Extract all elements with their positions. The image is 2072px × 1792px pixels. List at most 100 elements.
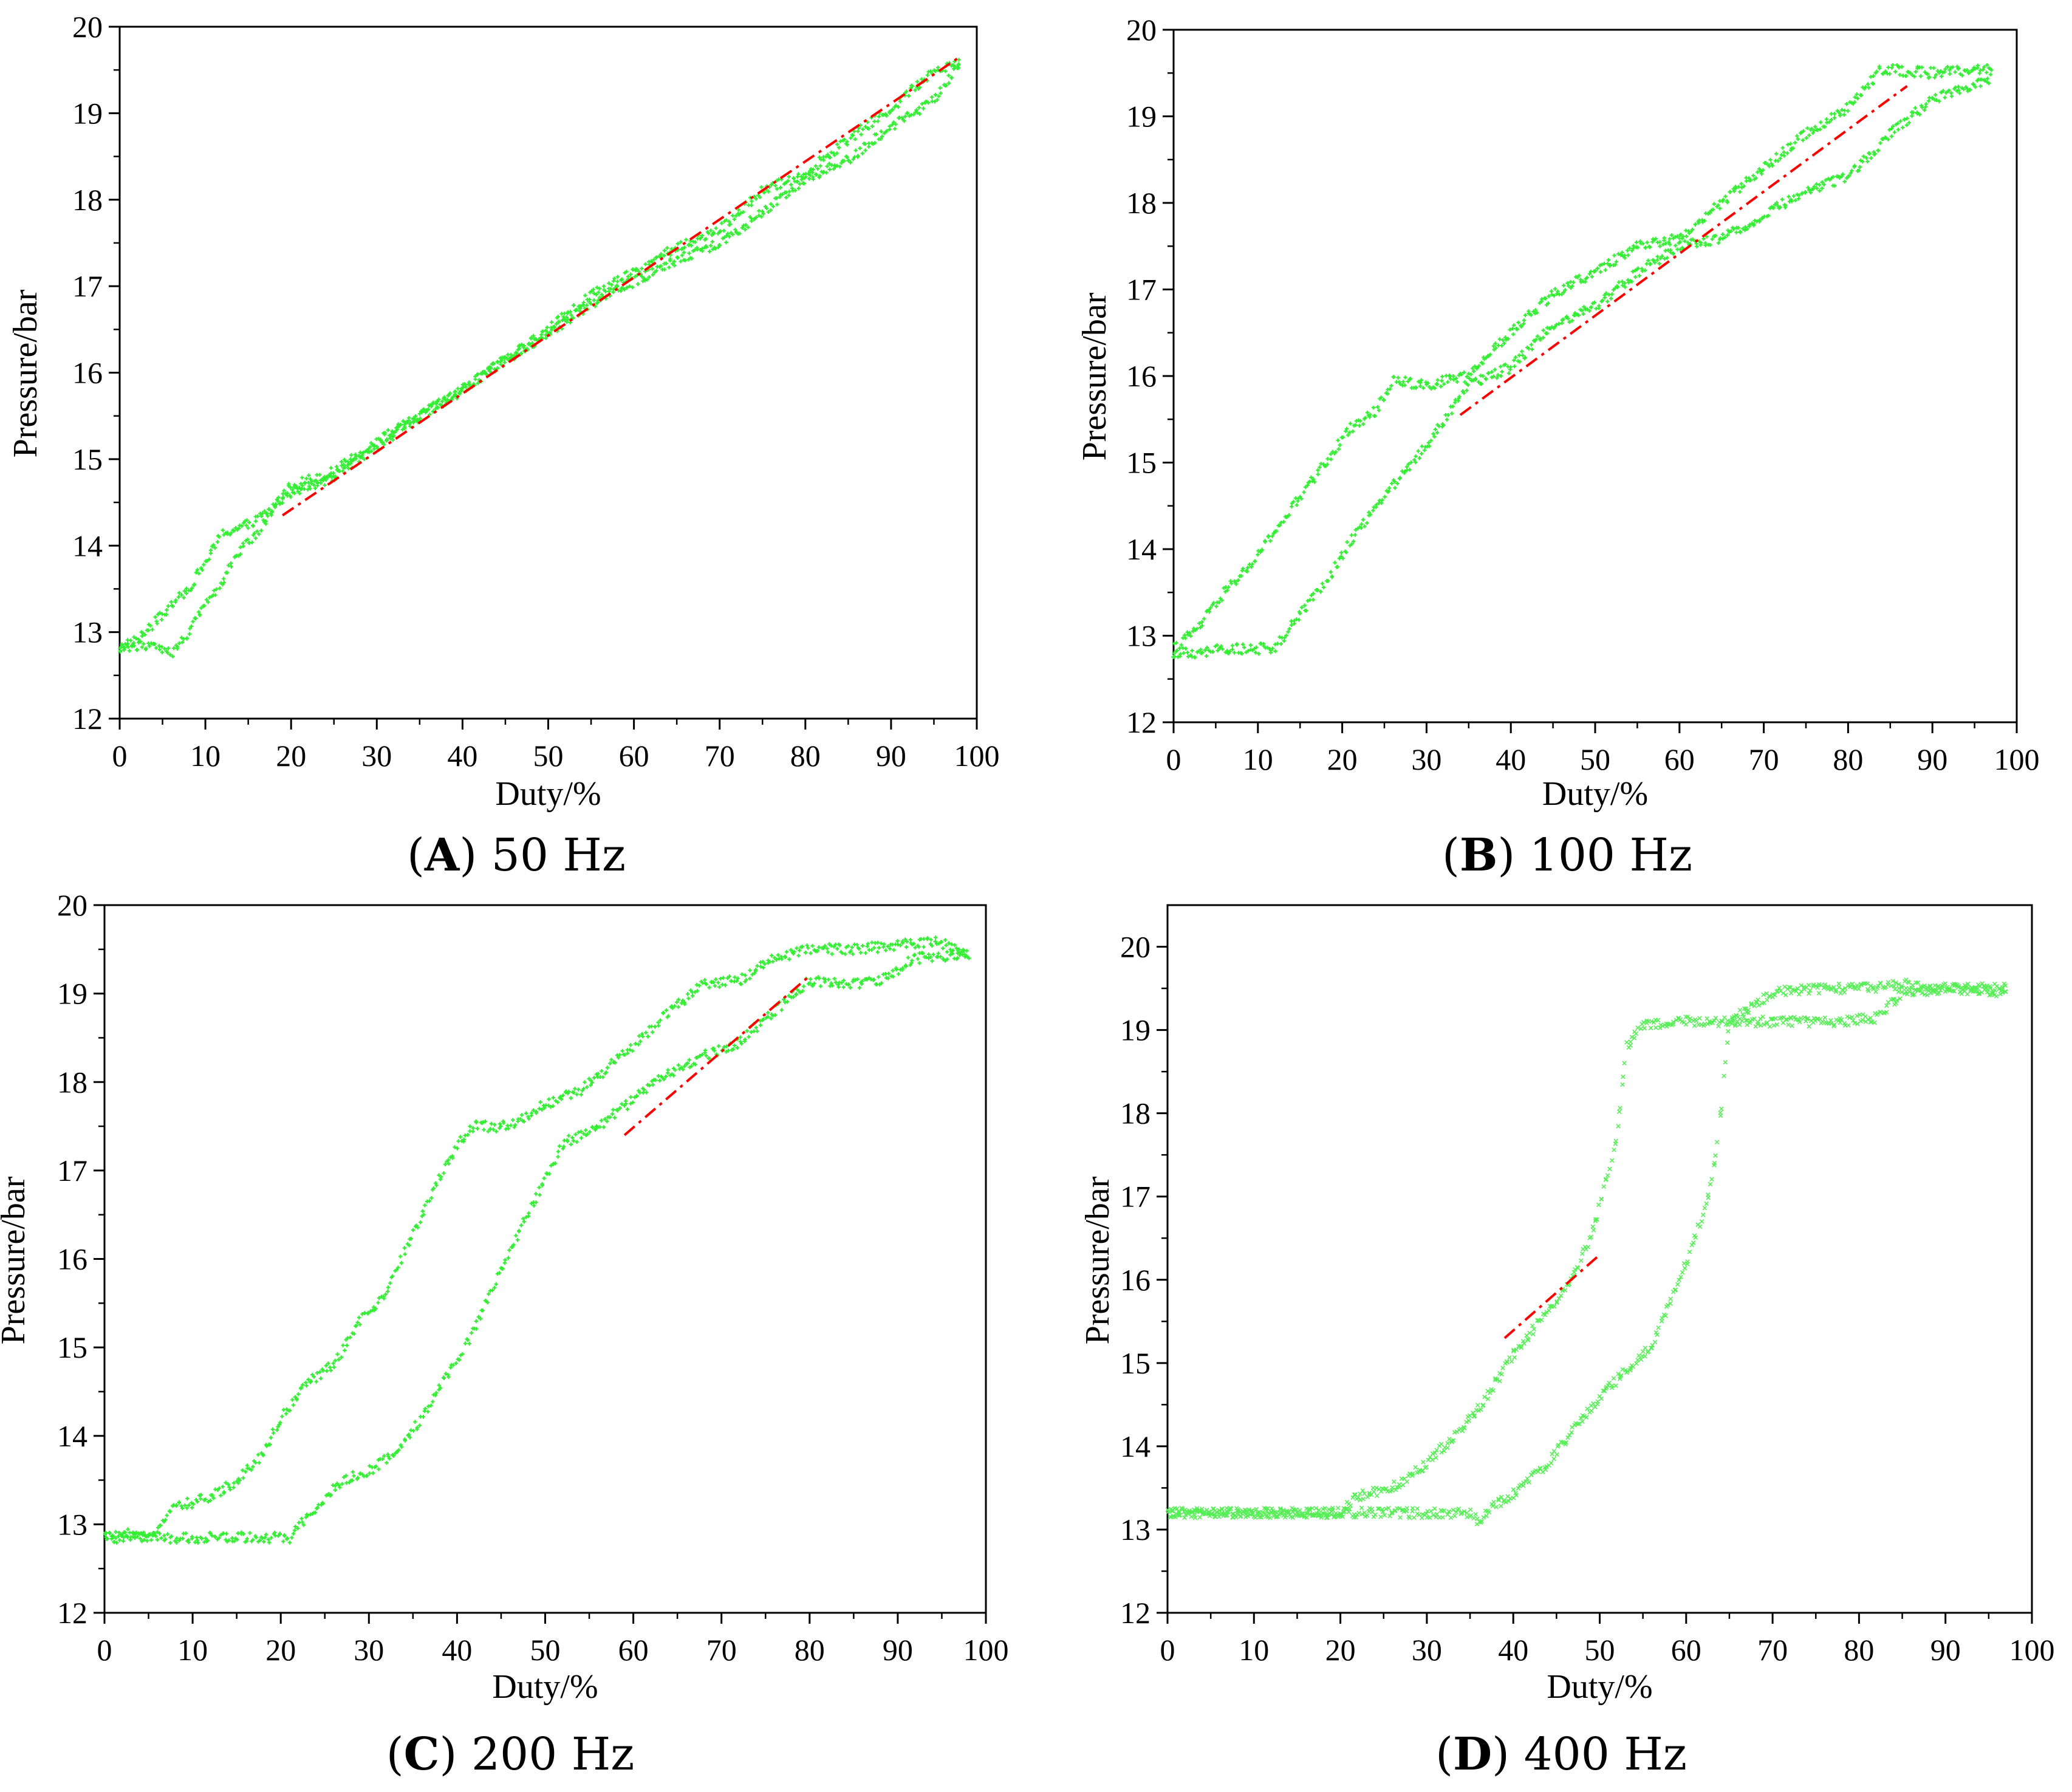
data-point [166,604,171,608]
data-point [474,1327,479,1331]
data-point [1274,529,1279,533]
x-tick-label-a: 60 [619,739,649,773]
data-point [695,989,700,993]
data-point [1788,142,1793,146]
data-point [1414,460,1418,465]
data-point [644,1030,648,1035]
data-point [1547,294,1551,298]
data-point [1812,184,1816,189]
data-point [945,949,949,954]
data-point [1381,398,1386,402]
data-point [1177,646,1182,651]
data-point [377,1467,381,1471]
data-point [857,986,862,990]
data-point [1407,1515,1412,1520]
data-point [694,983,699,987]
data-point [640,266,644,271]
data-point [1242,645,1246,650]
data-point [664,1008,669,1013]
data-point [1466,1418,1471,1423]
data-point [1595,266,1599,271]
data-point [343,465,347,470]
data-point [742,1039,747,1044]
data-point [1333,450,1338,454]
data-point [1658,240,1662,244]
data-point [1868,1015,1873,1021]
data-point [1414,385,1418,389]
data-point [575,1092,579,1096]
chart-panel-d: 0 10 20 30 40 50 60 70 80 90 100121314151617181920… [1079,904,2055,1706]
data-point [1500,343,1504,348]
data-point [1861,154,1866,159]
data-point [165,1532,170,1536]
data-point [1511,1349,1516,1354]
data-point [704,237,708,241]
data-point [451,1363,456,1367]
data-point [809,977,813,982]
data-point [239,524,244,528]
data-point [1701,1212,1706,1217]
data-point [433,407,437,411]
data-point [1499,374,1503,378]
data-point [1515,327,1519,332]
data-point [411,1228,415,1233]
data-point [1957,66,1961,70]
data-point [795,174,800,179]
data-point [1403,469,1407,474]
data-point [1565,1435,1570,1440]
data-point [1177,1513,1181,1518]
data-point [883,948,888,952]
data-point [1353,423,1358,428]
data-point [568,310,573,314]
data-point [866,942,870,946]
data-point [1499,1372,1504,1377]
data-point [640,1031,645,1036]
data-point [1202,1509,1206,1514]
data-point [236,1531,241,1536]
data-point [1780,197,1785,202]
data-point [408,424,412,429]
data-point [1807,991,1811,996]
data-point [1580,1419,1585,1424]
data-point [1497,337,1502,341]
data-point [1725,1040,1730,1045]
data-point [615,284,620,289]
data-point [895,939,900,943]
data-point [1884,1003,1889,1008]
data-point [251,524,255,528]
data-point [886,976,891,980]
data-point [1489,370,1494,374]
data-point [877,946,881,950]
data-point [676,1005,680,1009]
data-point [194,570,199,575]
data-point [1652,1339,1658,1345]
data-point [226,563,231,567]
data-point [615,1109,620,1113]
data-point [775,186,779,191]
data-point [1349,422,1353,426]
data-point [545,330,549,334]
data-point [1468,1507,1473,1512]
data-point [574,308,578,312]
data-point [1316,1513,1321,1519]
data-point [288,1408,292,1413]
data-point [849,949,853,953]
data-point [1580,1251,1585,1256]
data-point [1521,1480,1526,1485]
data-point [247,520,251,525]
data-point [228,1487,233,1492]
data-point [428,412,432,417]
data-point [511,1243,516,1247]
data-point [1806,982,1811,988]
data-point [904,964,908,969]
data-point [360,1312,364,1316]
y-tick-label-b: 14 [1126,532,1157,566]
data-point [613,1061,617,1065]
data-point [1818,127,1822,132]
data-point [152,642,157,646]
data-point [354,1324,358,1328]
data-point [181,637,186,641]
data-point [1202,617,1206,621]
data-point [780,192,785,197]
data-point [1479,381,1484,386]
